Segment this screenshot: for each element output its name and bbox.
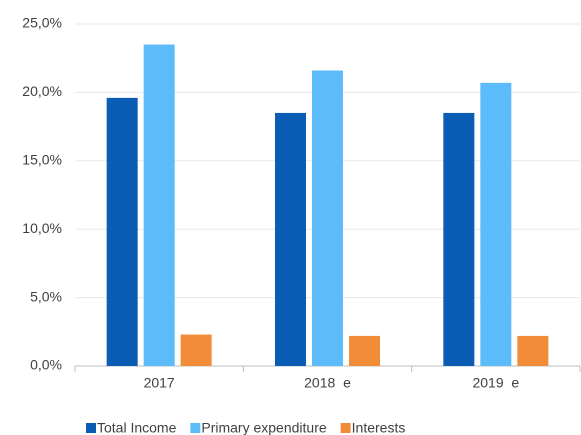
- legend-label: Total Income: [97, 420, 177, 435]
- bar: [143, 44, 175, 367]
- legend-label: Interests: [352, 420, 406, 435]
- x-tick-label: 2019 e: [472, 375, 519, 391]
- x-tick-label: 2018 e: [304, 375, 351, 391]
- legend-label: Primary expenditure: [201, 420, 326, 435]
- y-tick-label: 20,0%: [22, 83, 62, 99]
- bar: [517, 335, 549, 366]
- y-tick-label: 15,0%: [22, 152, 62, 168]
- bar: [106, 97, 138, 366]
- y-tick-label: 5,0%: [30, 288, 62, 304]
- bar: [349, 335, 380, 366]
- y-tick-label: 0,0%: [30, 357, 62, 373]
- x-tick-label: 2017: [144, 375, 175, 391]
- bar: [312, 70, 343, 367]
- bar: [480, 82, 512, 366]
- legend-swatch: [190, 423, 201, 433]
- bar: [275, 112, 306, 366]
- legend-swatch: [340, 423, 351, 433]
- legend-swatch: [86, 423, 96, 433]
- y-tick-label: 10,0%: [22, 220, 62, 236]
- bar: [180, 334, 212, 366]
- y-tick-label: 25,0%: [22, 15, 62, 31]
- bar: [443, 112, 475, 366]
